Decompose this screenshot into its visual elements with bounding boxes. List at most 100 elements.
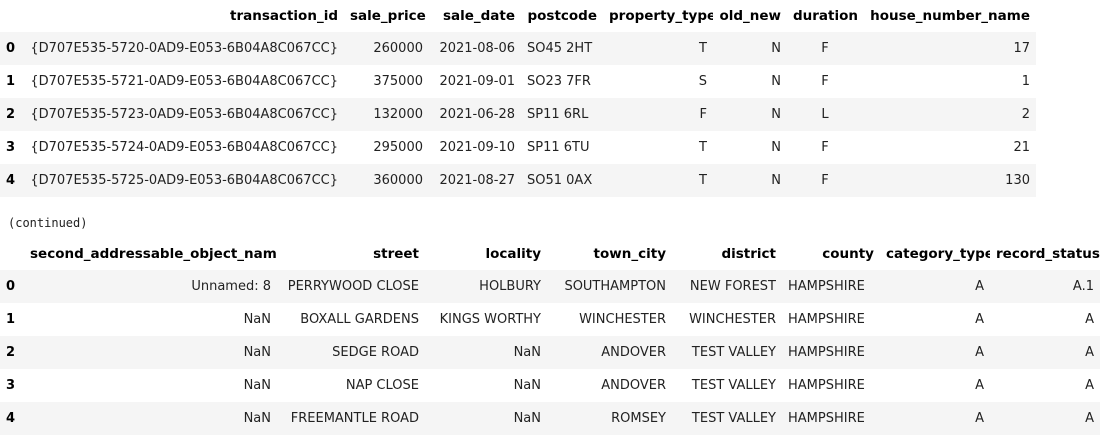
continued-label: (continued)	[8, 216, 88, 230]
table-cell: 295000	[373, 140, 423, 155]
table-cell: KINGS WORTHY	[439, 312, 541, 327]
table-cell: A	[1085, 411, 1094, 426]
row-index: 0	[6, 41, 16, 56]
table-row: 4 NaN FREEMANTLE ROAD NaN ROMSEY TEST VA…	[0, 402, 1100, 435]
table-cell: 21	[1013, 140, 1030, 155]
table-cell: A.1	[1072, 279, 1094, 294]
table-cell: 2021-09-10	[439, 140, 515, 155]
row-index: 4	[6, 173, 16, 188]
table-cell: 130	[1005, 173, 1030, 188]
column-header: transaction_id	[230, 8, 338, 24]
index-header	[0, 0, 24, 32]
table-cell: ANDOVER	[601, 378, 666, 393]
column-header: street	[373, 246, 419, 262]
table-cell: 360000	[373, 173, 423, 188]
table-row: 1 NaN BOXALL GARDENS KINGS WORTHY WINCHE…	[0, 303, 1100, 336]
row-index: 0	[6, 279, 16, 294]
table-cell: NaN	[243, 411, 271, 426]
table-cell: SP11 6RL	[527, 107, 589, 122]
column-header: property_type	[609, 8, 713, 24]
table-cell: SEDGE ROAD	[332, 345, 419, 360]
table-cell: A	[1085, 345, 1094, 360]
column-header: category_type	[886, 246, 990, 262]
table-cell: {D707E535-5720-0AD9-E053-6B04A8C067CC}	[30, 41, 338, 56]
table-cell: 132000	[373, 107, 423, 122]
row-index: 3	[6, 378, 16, 393]
table-cell: A	[975, 411, 984, 426]
table-row: 2 NaN SEDGE ROAD NaN ANDOVER TEST VALLEY…	[0, 336, 1100, 369]
table-cell: A	[1085, 312, 1094, 327]
column-header: second_addressable_object_name	[30, 246, 277, 262]
table-cell: NaN	[513, 378, 541, 393]
table-cell: TEST VALLEY	[691, 378, 776, 393]
table-cell: 2021-08-27	[439, 173, 515, 188]
column-header: sale_date	[442, 8, 515, 24]
table-header-row: transaction_id sale_price sale_date post…	[0, 0, 1036, 32]
table-cell: HAMPSHIRE	[788, 312, 865, 327]
table-cell: WINCHESTER	[579, 312, 666, 327]
table-cell: {D707E535-5724-0AD9-E053-6B04A8C067CC}	[30, 140, 338, 155]
table-cell: TEST VALLEY	[691, 345, 776, 360]
table-cell: N	[771, 41, 781, 56]
table-cell: NEW FOREST	[689, 279, 776, 294]
table-cell: S	[698, 74, 707, 89]
table-cell: NAP CLOSE	[345, 378, 419, 393]
column-header: postcode	[527, 8, 597, 24]
table-cell: NaN	[513, 411, 541, 426]
table-cell: NaN	[513, 345, 541, 360]
table-cell: NaN	[243, 378, 271, 393]
row-index: 1	[6, 74, 16, 89]
table-cell: SO51 0AX	[527, 173, 593, 188]
table-cell: HAMPSHIRE	[788, 279, 865, 294]
table-cell: T	[699, 41, 707, 56]
table-cell: WINCHESTER	[689, 312, 776, 327]
table-cell: N	[771, 173, 781, 188]
table-cell: 2	[1021, 107, 1030, 122]
table-cell: A	[1085, 378, 1094, 393]
table-cell: SO23 7FR	[527, 74, 591, 89]
table-cell: PERRYWOOD CLOSE	[287, 279, 419, 294]
table-cell: T	[699, 173, 707, 188]
table-cell: 2021-08-06	[439, 41, 515, 56]
row-index: 3	[6, 140, 16, 155]
table-cell: A	[975, 312, 984, 327]
table-cell: 2021-06-28	[439, 107, 515, 122]
table-cell: HAMPSHIRE	[788, 378, 865, 393]
column-header: town_city	[593, 246, 666, 262]
column-header: house_number_name	[870, 8, 1030, 24]
table-cell: A	[975, 378, 984, 393]
table-cell: HAMPSHIRE	[788, 411, 865, 426]
column-header: locality	[485, 246, 541, 262]
index-header	[0, 238, 24, 270]
table-cell: SOUTHAMPTON	[564, 279, 666, 294]
table-row: 4 {D707E535-5725-0AD9-E053-6B04A8C067CC}…	[0, 164, 1036, 197]
row-index: 4	[6, 411, 16, 426]
table-row: 0 {D707E535-5720-0AD9-E053-6B04A8C067CC}…	[0, 32, 1036, 65]
table-cell: SO45 2HT	[527, 41, 593, 56]
row-index: 1	[6, 312, 16, 327]
table-cell: {D707E535-5721-0AD9-E053-6B04A8C067CC}	[30, 74, 338, 89]
table-cell: SP11 6TU	[527, 140, 590, 155]
table-cell: {D707E535-5723-0AD9-E053-6B04A8C067CC}	[30, 107, 338, 122]
row-index: 2	[6, 107, 16, 122]
table-cell: 260000	[373, 41, 423, 56]
column-header: sale_price	[350, 8, 426, 24]
column-header: old_new	[719, 8, 781, 24]
table-cell: N	[771, 74, 781, 89]
column-header: district	[721, 246, 776, 262]
table-cell: TEST VALLEY	[691, 411, 776, 426]
table-row: 3 NaN NAP CLOSE NaN ANDOVER TEST VALLEY …	[0, 369, 1100, 402]
table-cell: HAMPSHIRE	[788, 345, 865, 360]
table-cell: 2021-09-01	[439, 74, 515, 89]
table-cell: F	[821, 173, 829, 188]
table-cell: NaN	[243, 312, 271, 327]
table-cell: Unnamed: 8	[191, 279, 271, 294]
table-cell: {D707E535-5725-0AD9-E053-6B04A8C067CC}	[30, 173, 338, 188]
row-index: 2	[6, 345, 16, 360]
table-row: 3 {D707E535-5724-0AD9-E053-6B04A8C067CC}…	[0, 131, 1036, 164]
table-cell: 375000	[373, 74, 423, 89]
table-cell: NaN	[243, 345, 271, 360]
table-cell: HOLBURY	[479, 279, 541, 294]
table-cell: BOXALL GARDENS	[300, 312, 419, 327]
table-cell: ANDOVER	[601, 345, 666, 360]
